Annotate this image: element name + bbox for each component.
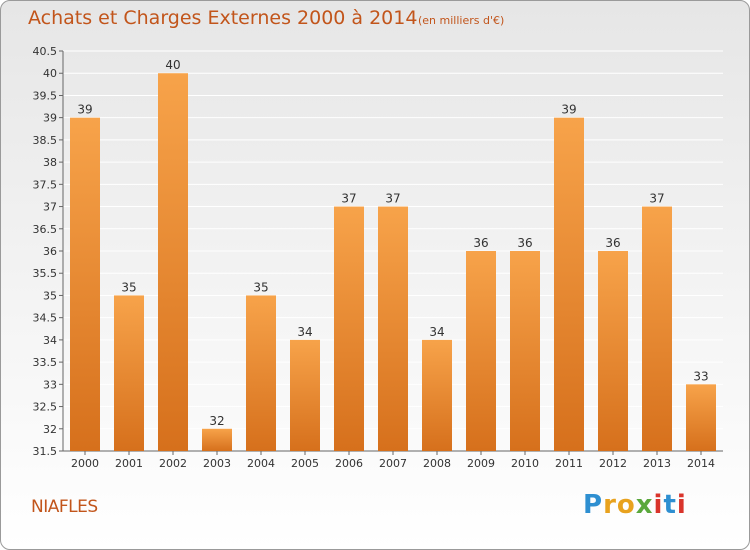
y-tick-label: 34.5 — [33, 312, 58, 325]
y-tick-label: 40.5 — [33, 45, 58, 58]
bar — [158, 73, 188, 451]
bar — [70, 117, 100, 452]
bar-value-label: 36 — [517, 236, 532, 250]
x-tick-label: 2011 — [555, 457, 583, 470]
bar — [554, 117, 584, 452]
x-tick-labels: 2000 2001 2002 2003 2004 2005 2006 2007 2008 2009… — [71, 451, 715, 470]
x-tick-label: 2013 — [643, 457, 671, 470]
bar — [598, 251, 628, 451]
y-tick-label: 32 — [43, 423, 57, 436]
logo-letter: t — [663, 490, 677, 520]
y-tick-label: 38.5 — [33, 134, 58, 147]
bar-value-label: 39 — [561, 103, 576, 117]
y-tick-label: 37.5 — [33, 178, 58, 191]
y-tick-label: 33 — [43, 378, 57, 391]
y-tick-label: 34 — [43, 334, 57, 347]
bar-value-label: 33 — [693, 369, 708, 383]
x-tick-label: 2000 — [71, 457, 99, 470]
y-tick-label: 33.5 — [33, 356, 58, 369]
x-tick-label: 2004 — [247, 457, 275, 470]
x-tick-label: 2003 — [203, 457, 231, 470]
bars — [70, 73, 716, 452]
y-tick-label: 38 — [43, 156, 57, 169]
bar — [246, 295, 276, 451]
y-tick-label: 37 — [43, 201, 57, 214]
bar — [466, 251, 496, 451]
bar — [642, 206, 672, 451]
bar-value-label: 37 — [341, 192, 356, 206]
chart-title: Achats et Charges Externes 2000 à 2014 — [28, 7, 418, 29]
bar-value-label: 34 — [297, 325, 312, 339]
x-tick-label: 2008 — [423, 457, 451, 470]
logo-letter: r — [603, 490, 617, 520]
logo-letter: i — [676, 490, 687, 520]
y-tick-label: 40 — [43, 67, 57, 80]
bar-value-label: 40 — [165, 58, 180, 72]
bar — [202, 428, 232, 451]
bar-value-label: 35 — [121, 280, 136, 294]
x-tick-label: 2009 — [467, 457, 495, 470]
x-tick-label: 2002 — [159, 457, 187, 470]
x-tick-label: 2014 — [687, 457, 715, 470]
x-tick-label: 2007 — [379, 457, 407, 470]
y-tick-labels: 31.5 32 32.5 33 33.5 34 34.5 35 35.5 36 36.5 37 37.5… — [33, 45, 58, 458]
bar — [290, 339, 320, 451]
logo-letter: x — [635, 490, 654, 520]
x-tick-label: 2012 — [599, 457, 627, 470]
logo-letter: i — [653, 490, 664, 520]
bar-value-label: 37 — [649, 192, 664, 206]
bar-value-label: 36 — [605, 236, 620, 250]
proxiti-logo: Proxiti — [583, 490, 687, 520]
bar-value-label: 36 — [473, 236, 488, 250]
x-tick-label: 2010 — [511, 457, 539, 470]
logo-letter: P — [583, 490, 604, 520]
bar-value-label: 39 — [77, 103, 92, 117]
bar-value-label: 32 — [209, 414, 224, 428]
bar-value-label: 34 — [429, 325, 444, 339]
y-tick-label: 31.5 — [33, 445, 58, 458]
x-tick-label: 2005 — [291, 457, 319, 470]
y-tick-label: 36 — [43, 245, 57, 258]
y-tick-label: 35.5 — [33, 267, 58, 280]
bar — [686, 384, 716, 451]
y-tick-label: 35 — [43, 289, 57, 302]
chart-subtitle: (en milliers d'€) — [418, 14, 505, 27]
y-tick-label: 39 — [43, 112, 57, 125]
y-tick-label: 36.5 — [33, 223, 58, 236]
bar-value-labels: 39 35 40 32 35 34 37 37 34 36 36 39 36 37 33 — [77, 58, 708, 428]
y-tick-label: 32.5 — [33, 401, 58, 414]
bar — [422, 339, 452, 451]
bar-value-label: 35 — [253, 280, 268, 294]
x-tick-label: 2006 — [335, 457, 363, 470]
bar — [114, 295, 144, 451]
bar — [334, 206, 364, 451]
x-tick-label: 2001 — [115, 457, 143, 470]
commune-name: NIAFLES — [31, 497, 98, 517]
logo-letter: o — [616, 490, 636, 520]
y-tick-label: 39.5 — [33, 89, 58, 102]
bar — [510, 251, 540, 451]
bar — [378, 206, 408, 451]
bar-value-label: 37 — [385, 192, 400, 206]
